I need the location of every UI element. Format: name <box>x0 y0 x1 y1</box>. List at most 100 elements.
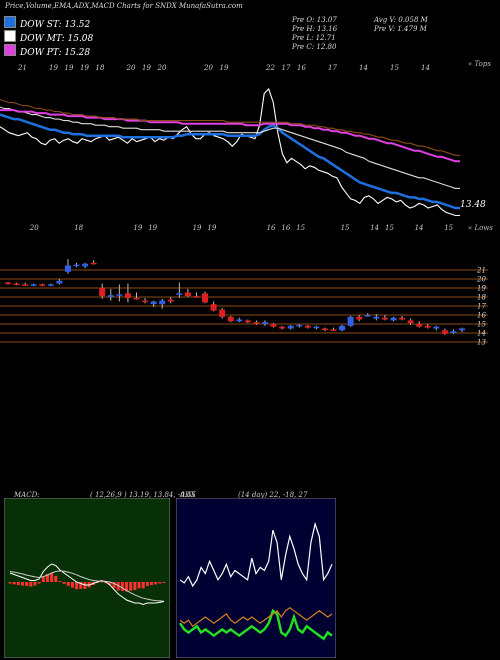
top-label: 19 <box>142 64 151 72</box>
adx-series-line <box>179 606 333 628</box>
candle-body <box>5 282 11 285</box>
candle-body <box>390 317 397 321</box>
stat-prev-close: Pre C: 12.80 <box>292 43 337 51</box>
candle-body <box>193 296 200 298</box>
candle-body <box>47 284 54 286</box>
macd-params: ( 12,26,9 ) 13.19, 13.84, -0.65 <box>90 491 196 499</box>
macd-histogram-bar <box>20 582 24 586</box>
price-tick-label: 19 <box>477 285 486 293</box>
price-tick-label: 13 <box>477 339 486 347</box>
candle-body <box>227 316 234 322</box>
price-tick-label: 16 <box>477 312 486 320</box>
macd-histogram-bar <box>133 582 137 591</box>
candle-body <box>107 295 114 297</box>
candlestick-panel <box>5 259 465 335</box>
price-tick-label: 14 <box>477 330 486 338</box>
chart-header: Price,Volume,EMA,ADX,MACD Charts for SND… <box>5 2 243 10</box>
macd-histogram-bar <box>129 582 133 591</box>
legend-dow-st: DOW ST: 13.52 <box>4 16 90 30</box>
macd-histogram-bar <box>62 582 66 584</box>
macd-series-line <box>9 563 165 606</box>
candle-body <box>90 262 97 265</box>
top-label: 19 <box>65 64 74 72</box>
candle-body <box>64 265 71 272</box>
candle-body <box>184 292 191 297</box>
top-label: 20 <box>157 64 167 72</box>
macd-histogram-bar <box>16 582 20 585</box>
macd-histogram-bar <box>79 582 83 589</box>
top-label: 17 <box>328 64 337 72</box>
candle-body <box>22 284 29 286</box>
macd-histogram-bar <box>158 582 162 584</box>
top-label: 14 <box>359 64 368 72</box>
macd-histogram-bar <box>141 582 145 589</box>
candle-body <box>124 293 131 298</box>
candle-body <box>433 326 440 329</box>
macd-histogram-bar <box>33 582 37 586</box>
candle-body <box>142 300 149 303</box>
price-tick-label: 21 <box>476 267 486 275</box>
macd-histogram-bar <box>150 582 154 585</box>
candle-body <box>296 324 303 327</box>
candle-body <box>13 283 20 285</box>
macd-histogram-bar <box>45 573 49 582</box>
header-title: Price,Volume,EMA,ADX,MACD Charts for SND… <box>5 2 177 10</box>
top-label: 20 <box>203 64 213 72</box>
candle-body <box>279 326 286 329</box>
ema-panel <box>0 87 460 217</box>
macd-histogram-bar <box>50 573 54 582</box>
price-tick-label: 17 <box>477 303 486 311</box>
macd-histogram-bar <box>54 576 58 582</box>
candle-body <box>39 284 46 286</box>
candle-body <box>399 317 406 320</box>
adx-chart <box>176 498 336 658</box>
ema-series-line <box>0 106 460 189</box>
candle-body <box>441 330 448 334</box>
candle-body <box>459 328 465 331</box>
macd-histogram-bar <box>125 582 129 592</box>
legend-dow-mt: DOW MT: 15.08 <box>4 30 93 44</box>
low-label: 19 <box>193 224 202 232</box>
macd-histogram-bar <box>137 582 141 589</box>
adx-background <box>176 498 336 658</box>
macd-histogram-bar <box>100 581 104 583</box>
ema-series-line <box>0 109 460 163</box>
low-labels: 20 18 19 19 19 19 16 16 15 15 14 15 14 15 <box>29 224 454 232</box>
macd-background <box>4 498 170 658</box>
macd-histogram-bar <box>41 576 45 582</box>
macd-histogram-bar <box>12 582 16 585</box>
candle-body <box>261 322 268 324</box>
candle-body <box>304 325 311 328</box>
ema-series-line <box>0 99 460 156</box>
stat-prev-volume: Pre V: 1.479 M <box>374 25 427 33</box>
stat-prev-open: Pre O: 13.07 <box>292 16 337 24</box>
candle-body <box>339 325 346 331</box>
candle-body <box>373 316 380 319</box>
low-label: 16 <box>267 224 276 232</box>
low-label: 19 <box>207 224 216 232</box>
macd-chart <box>4 498 170 658</box>
candle-body <box>313 326 320 329</box>
candle-body <box>159 300 166 305</box>
macd-histogram-bar <box>145 582 149 586</box>
stat-avg-volume: Avg V: 0.058 M <box>374 16 428 24</box>
legend-swatch-blue <box>4 16 16 28</box>
candle-body <box>321 328 328 330</box>
macd-histogram-bar <box>37 582 41 584</box>
candle-body <box>424 325 431 328</box>
candle-body <box>356 316 363 320</box>
candle-body <box>270 324 277 327</box>
candle-body <box>236 319 243 322</box>
price-chart-area: 21 19 19 19 18 20 19 20 20 19 22 17 16 17 14 15 14 20 18 1… <box>0 64 488 347</box>
legend-label: DOW ST: 13.52 <box>20 20 91 30</box>
top-label: 15 <box>390 64 399 72</box>
stat-prev-high: Pre H: 13.16 <box>292 25 338 33</box>
candle-body <box>56 280 63 284</box>
candle-body <box>73 264 80 267</box>
low-label: 15 <box>444 224 453 232</box>
candle-body <box>381 317 388 320</box>
adx-series-line <box>179 521 333 588</box>
macd-histogram-bar <box>116 582 120 591</box>
macd-histogram-bar <box>154 582 158 585</box>
low-label: 14 <box>370 224 379 232</box>
